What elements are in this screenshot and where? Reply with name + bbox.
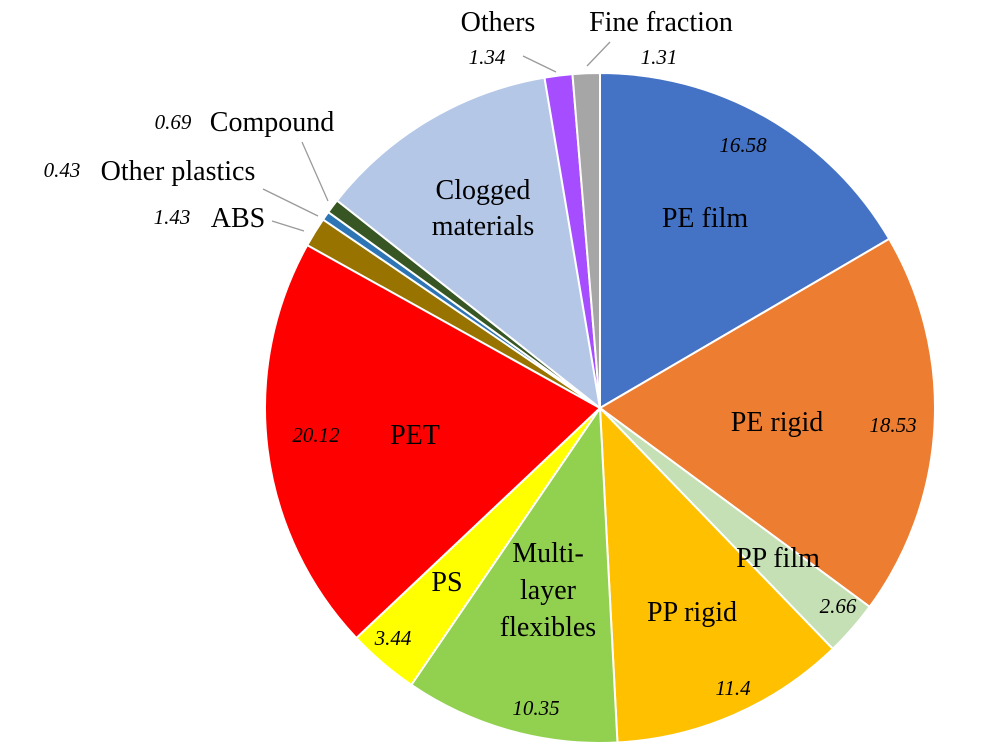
slice-value-pe-rigid: 18.53 (869, 413, 916, 437)
pie-slice-pe-film (599, 71, 891, 410)
slice-value-pp-rigid: 11.4 (715, 676, 751, 700)
slice-value-abs: 1.43 (154, 205, 191, 229)
slice-value-other-plastics: 0.43 (44, 158, 81, 182)
leader-line-other-plastics (262, 188, 319, 217)
slice-value-multi-layer-flexibles: 10.35 (512, 696, 559, 720)
leader-line-others (522, 55, 557, 73)
pie-slices (264, 71, 936, 744)
leader-line-abs (271, 220, 305, 232)
slice-value-pp-film: 2.66 (820, 594, 857, 618)
slice-label-pe-film: PE film (662, 203, 749, 234)
slice-label-multi-layer-flexibles: Multi-layer flexibles (500, 538, 596, 643)
slice-value-fine-fraction: 1.31 (641, 45, 678, 69)
slice-value-ps: 3.44 (374, 626, 412, 650)
slice-label-pe-rigid: PE rigid (731, 407, 824, 438)
slice-label-fine-fraction: Fine fraction (589, 7, 733, 38)
pie-slice-multi-layer-flexibles (409, 404, 619, 744)
slice-label-compound: Compound (210, 107, 334, 138)
leader-lines (262, 41, 611, 232)
slice-label-ps: PS (431, 567, 462, 598)
slice-label-pp-film: PP film (736, 543, 820, 574)
slice-value-others: 1.34 (469, 45, 506, 69)
leader-line-fine-fraction (586, 41, 611, 67)
slice-value-pe-film: 16.58 (719, 133, 767, 157)
slice-value-compound: 0.69 (155, 110, 192, 134)
slice-label-abs: ABS (211, 203, 265, 234)
slice-value-pet: 20.12 (292, 423, 340, 447)
slice-label-pp-rigid: PP rigid (647, 597, 737, 628)
slice-label-pet: PET (390, 420, 440, 451)
slice-label-other-plastics: Other plastics (101, 156, 256, 187)
pie-slice-pe-rigid (598, 237, 936, 609)
pie-slice-fine-fraction (571, 71, 601, 409)
pie-slice-clogged-materials (335, 76, 602, 411)
slice-label-clogged-materials: Clogged materials (432, 175, 535, 242)
leader-line-compound (301, 141, 329, 202)
pie-slice-pet (264, 243, 602, 640)
slice-label-others: Others (461, 7, 536, 38)
pie-slice-pp-rigid (598, 405, 835, 744)
